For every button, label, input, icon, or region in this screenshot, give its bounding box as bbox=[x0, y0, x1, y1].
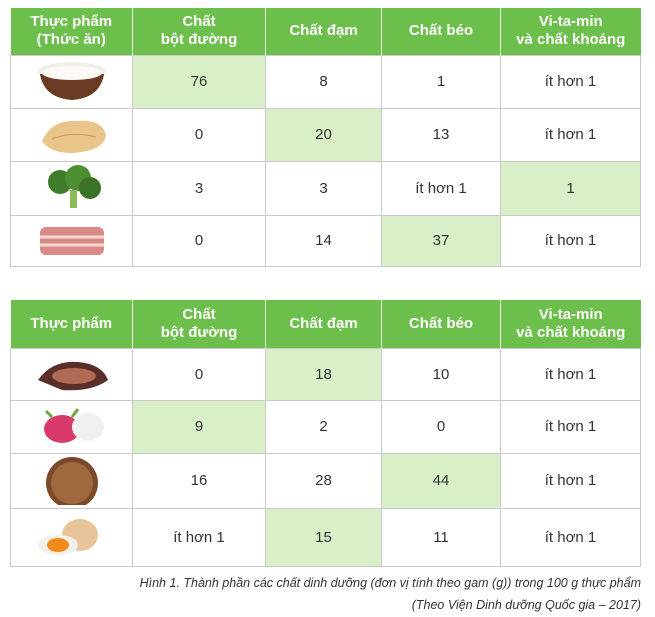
food-image-cell bbox=[10, 399, 133, 454]
food-image bbox=[37, 519, 98, 555]
table-row: 0 14 37 ít hơn 1 bbox=[10, 214, 641, 267]
food-image-cell bbox=[10, 107, 133, 162]
value-cell: ít hơn 1 bbox=[500, 507, 641, 567]
value-cell: 0 bbox=[132, 347, 266, 401]
value-cell: ít hơn 1 bbox=[500, 399, 641, 454]
food-image bbox=[37, 361, 108, 391]
food-image-cell bbox=[10, 54, 133, 109]
value-cell: 15 bbox=[265, 507, 382, 567]
header-cell: Chất đạm bbox=[265, 300, 382, 348]
header-row: Thực phẩm Chất bột đường Chất đạm Chất béo Vi… bbox=[10, 300, 641, 348]
value-cell: ít hơn 1 bbox=[381, 160, 501, 216]
value-cell: 0 bbox=[132, 107, 266, 162]
header-text: Thực phẩm bbox=[30, 13, 113, 31]
value-cell: 2 bbox=[265, 399, 382, 454]
header-text: Chất bbox=[182, 305, 216, 323]
header-text: Thực phẩm bbox=[30, 314, 113, 332]
header-text: Chất đạm bbox=[289, 314, 358, 332]
food-image bbox=[39, 226, 104, 255]
header-text: (Thức ăn) bbox=[36, 31, 106, 49]
value-cell: ít hơn 1 bbox=[500, 54, 641, 109]
table-row: ít hơn 1 15 11 ít hơn 1 bbox=[10, 507, 641, 567]
header-cell: Chất đạm bbox=[265, 8, 382, 55]
nutrition-table: Thực phẩm (Thức ăn) Chất bột đường Chất đạm C… bbox=[10, 8, 641, 267]
table-row: 0 20 13 ít hơn 1 bbox=[10, 107, 641, 162]
value-cell: 9 bbox=[132, 399, 266, 454]
value-cell: 1 bbox=[381, 54, 501, 109]
value-cell: 18 bbox=[265, 347, 382, 401]
food-image-cell bbox=[10, 507, 133, 567]
value-cell: 0 bbox=[381, 399, 501, 454]
food-image bbox=[37, 61, 106, 100]
header-text: Vi-ta-min bbox=[538, 305, 603, 323]
value-cell: 44 bbox=[381, 452, 501, 509]
table-row: 76 8 1 ít hơn 1 bbox=[10, 54, 641, 109]
header-text: Chất béo bbox=[408, 314, 474, 332]
value-cell: 16 bbox=[132, 452, 266, 509]
food-image bbox=[47, 165, 101, 208]
food-image bbox=[41, 120, 106, 153]
header-cell: Chất bột đường bbox=[132, 8, 266, 55]
value-cell: ít hơn 1 bbox=[500, 107, 641, 162]
value-cell: 13 bbox=[381, 107, 501, 162]
value-cell: 3 bbox=[132, 160, 266, 216]
header-cell: Chất béo bbox=[381, 8, 501, 55]
header-cell: Vi-ta-min và chất khoáng bbox=[500, 300, 641, 348]
food-image-cell bbox=[10, 347, 133, 401]
table-row: 9 2 0 ít hơn 1 bbox=[10, 399, 641, 454]
value-cell: ít hơn 1 bbox=[500, 214, 641, 267]
value-cell: 20 bbox=[265, 107, 382, 162]
value-cell: 28 bbox=[265, 452, 382, 509]
header-cell: Thực phẩm bbox=[10, 300, 133, 348]
header-cell: Chất bột đường bbox=[132, 300, 266, 348]
value-cell: 11 bbox=[381, 507, 501, 567]
table-row: 16 28 44 ít hơn 1 bbox=[10, 452, 641, 509]
value-cell: 8 bbox=[265, 54, 382, 109]
value-cell: 37 bbox=[381, 214, 501, 267]
header-cell: Thực phẩm (Thức ăn) bbox=[10, 8, 133, 55]
header-cell: Chất béo bbox=[381, 300, 501, 348]
food-image-cell bbox=[10, 160, 133, 216]
value-cell: 0 bbox=[132, 214, 266, 267]
header-cell: Vi-ta-min và chất khoáng bbox=[500, 8, 641, 55]
header-text: Chất đạm bbox=[289, 22, 358, 40]
value-cell: ít hơn 1 bbox=[132, 507, 266, 567]
caption: Hình 1. Thành phần các chất dinh dưỡng (… bbox=[139, 576, 641, 590]
header-text: Chất béo bbox=[408, 22, 474, 40]
header-text: Chất bbox=[182, 13, 216, 31]
food-image-cell bbox=[10, 214, 133, 267]
nutrition-table: Thực phẩm Chất bột đường Chất đạm Chất béo Vi… bbox=[10, 300, 641, 567]
food-image bbox=[43, 407, 104, 443]
header-text: bột đường bbox=[160, 31, 238, 49]
header-row: Thực phẩm (Thức ăn) Chất bột đường Chất đạm C… bbox=[10, 8, 641, 55]
food-image bbox=[45, 456, 98, 505]
caption-source: (Theo Viện Dinh dưỡng Quốc gia – 2017) bbox=[411, 598, 641, 612]
food-image-cell bbox=[10, 452, 133, 509]
value-cell: 10 bbox=[381, 347, 501, 401]
header-text: và chất khoáng bbox=[516, 323, 626, 341]
header-text: Vi-ta-min bbox=[538, 13, 603, 31]
value-cell: 76 bbox=[132, 54, 266, 109]
header-text: bột đường bbox=[160, 323, 238, 341]
value-cell: 3 bbox=[265, 160, 382, 216]
table-row: 0 18 10 ít hơn 1 bbox=[10, 347, 641, 401]
value-cell: ít hơn 1 bbox=[500, 347, 641, 401]
header-text: và chất khoáng bbox=[516, 31, 626, 49]
value-cell: 1 bbox=[500, 160, 641, 216]
value-cell: 14 bbox=[265, 214, 382, 267]
value-cell: ít hơn 1 bbox=[500, 452, 641, 509]
